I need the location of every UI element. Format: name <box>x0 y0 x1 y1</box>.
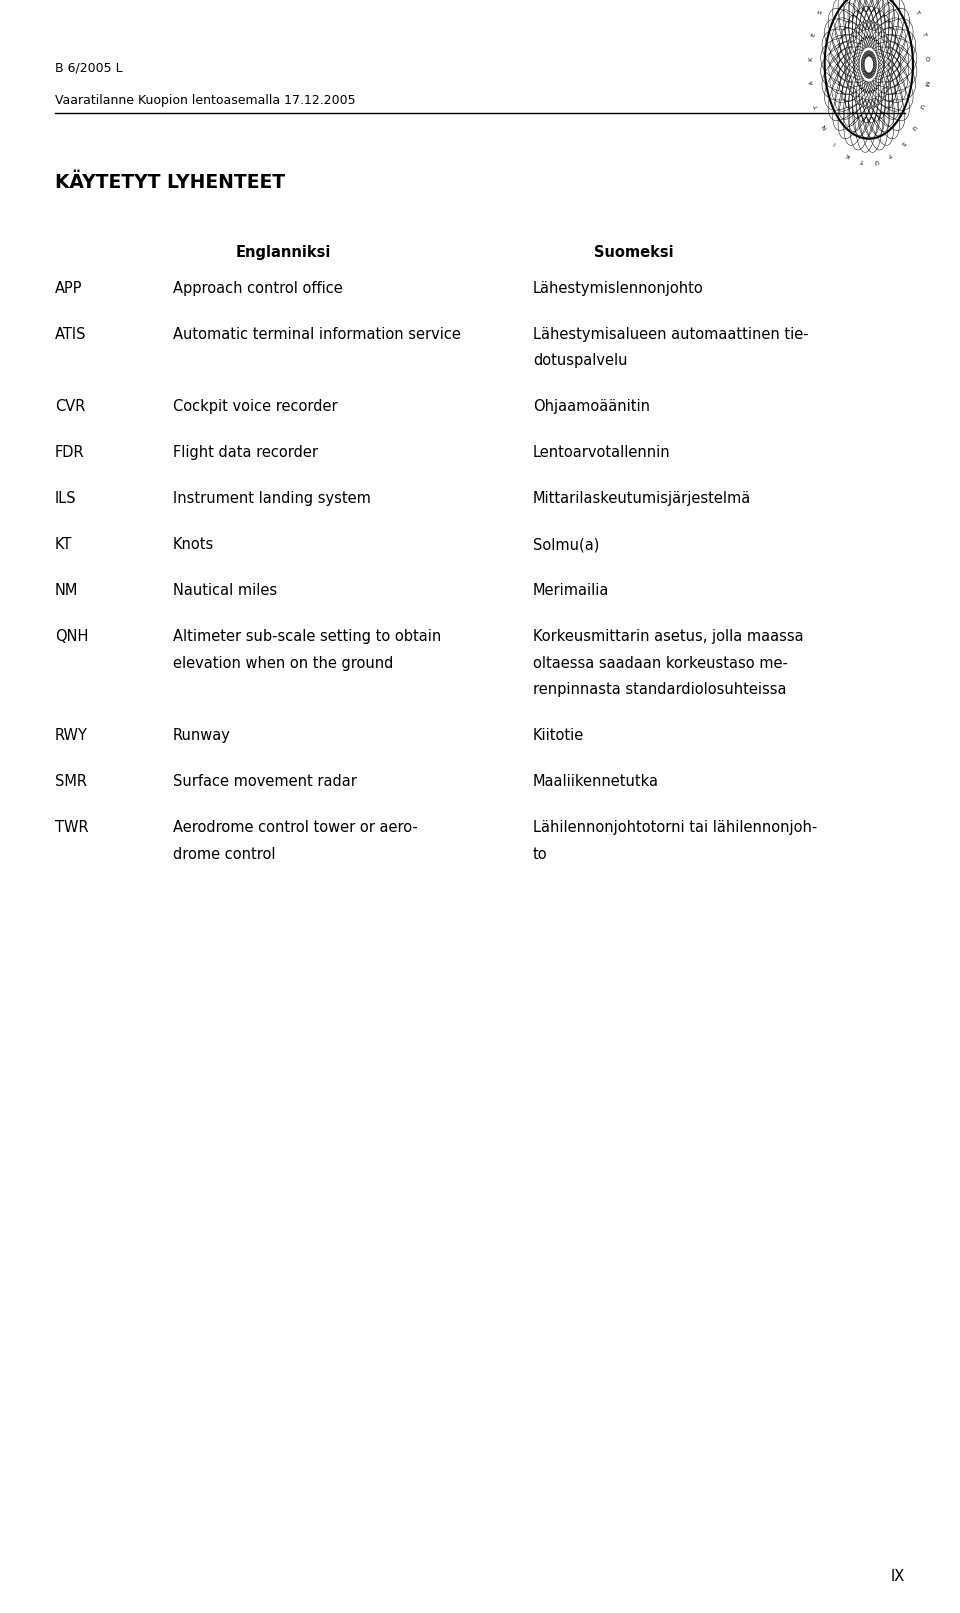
Text: U: U <box>874 158 878 163</box>
Text: Automatic terminal information service: Automatic terminal information service <box>173 326 461 342</box>
Text: SMR: SMR <box>55 774 86 789</box>
Text: NM: NM <box>55 582 78 598</box>
Text: B 6/2005 L: B 6/2005 L <box>55 61 122 74</box>
Text: S: S <box>900 140 905 147</box>
Text: U: U <box>918 103 924 108</box>
Text: Merimailia: Merimailia <box>533 582 610 598</box>
Text: A: A <box>809 81 815 85</box>
Text: KÄYTETYT LYHENTEET: KÄYTETYT LYHENTEET <box>55 173 285 192</box>
Text: FDR: FDR <box>55 445 84 460</box>
Text: to: to <box>533 847 547 861</box>
Text: U: U <box>910 123 917 129</box>
Text: Approach control office: Approach control office <box>173 281 343 295</box>
Text: Maaliikennetutka: Maaliikennetutka <box>533 774 659 789</box>
Text: Vaaratilanne Kuopion lentoasemalla 17.12.2005: Vaaratilanne Kuopion lentoasemalla 17.12… <box>55 94 355 106</box>
Text: Aerodrome control tower or aero-: Aerodrome control tower or aero- <box>173 819 418 836</box>
Text: Altimeter sub-scale setting to obtain: Altimeter sub-scale setting to obtain <box>173 629 441 644</box>
Text: M: M <box>923 79 928 85</box>
Text: APP: APP <box>55 281 83 295</box>
Text: T: T <box>813 103 820 108</box>
Text: T: T <box>859 158 864 163</box>
Text: Cockpit voice recorder: Cockpit voice recorder <box>173 400 337 415</box>
Text: Solmu(a): Solmu(a) <box>533 537 599 552</box>
Text: Lähestymislennonjohto: Lähestymislennonjohto <box>533 281 704 295</box>
Text: Englanniksi: Englanniksi <box>235 245 331 260</box>
Text: T: T <box>914 10 921 16</box>
Text: Lähilennonjohtotorni tai lähilennonjoh-: Lähilennonjohtotorni tai lähilennonjoh- <box>533 819 817 836</box>
Text: K: K <box>808 56 814 61</box>
Text: IX: IX <box>891 1569 905 1584</box>
Text: renpinnasta standardiolosuhteissa: renpinnasta standardiolosuhteissa <box>533 682 786 697</box>
Text: ILS: ILS <box>55 490 77 506</box>
Text: ATIS: ATIS <box>55 326 86 342</box>
Text: T: T <box>921 32 926 37</box>
Text: Flight data recorder: Flight data recorder <box>173 445 318 460</box>
Text: E: E <box>811 32 817 37</box>
Text: K: K <box>845 152 851 158</box>
Text: T: T <box>887 152 893 158</box>
Text: Knots: Knots <box>173 537 214 552</box>
Text: Runway: Runway <box>173 727 230 744</box>
Text: CVR: CVR <box>55 400 85 415</box>
Text: I: I <box>832 140 837 145</box>
Text: TWR: TWR <box>55 819 88 836</box>
Text: Surface movement radar: Surface movement radar <box>173 774 357 789</box>
Text: KT: KT <box>55 537 72 552</box>
Text: Lentoarvotallennin: Lentoarvotallennin <box>533 445 670 460</box>
Text: Lähestymisalueen automaattinen tie-: Lähestymisalueen automaattinen tie- <box>533 326 808 342</box>
Text: N: N <box>821 123 828 129</box>
Text: Suomeksi: Suomeksi <box>594 245 673 260</box>
Text: Instrument landing system: Instrument landing system <box>173 490 371 506</box>
Text: elevation when on the ground: elevation when on the ground <box>173 655 394 671</box>
Text: Mittarilaskeutumisjärjestelmä: Mittarilaskeutumisjärjestelmä <box>533 490 751 506</box>
Text: S: S <box>817 10 824 16</box>
Text: QNH: QNH <box>55 629 88 644</box>
Text: oltaessa saadaan korkeustaso me-: oltaessa saadaan korkeustaso me- <box>533 655 787 671</box>
Text: Korkeusmittarin asetus, jolla maassa: Korkeusmittarin asetus, jolla maassa <box>533 629 804 644</box>
Text: drome control: drome control <box>173 847 276 861</box>
Text: Ohjaamoäänitin: Ohjaamoäänitin <box>533 400 650 415</box>
Text: dotuspalvelu: dotuspalvelu <box>533 353 627 368</box>
Text: RWY: RWY <box>55 727 87 744</box>
Text: Kiitotie: Kiitotie <box>533 727 584 744</box>
Text: Nautical miles: Nautical miles <box>173 582 276 598</box>
Text: O: O <box>924 56 929 61</box>
